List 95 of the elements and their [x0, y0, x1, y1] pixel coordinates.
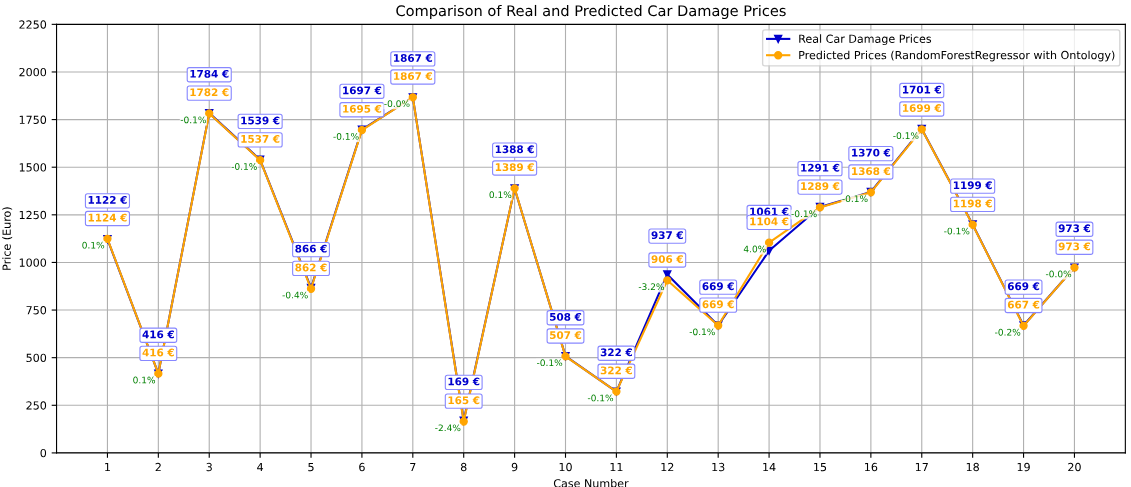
- data-label: 1867 €: [394, 72, 433, 80]
- data-label: 1782 €: [190, 88, 229, 97]
- data-label: 1104 €: [750, 217, 789, 226]
- annotation: -0.1%: [944, 227, 970, 235]
- annotation: -0.0%: [1045, 270, 1072, 278]
- data-label: 1389 €: [495, 163, 534, 172]
- data-label: 1697 €: [343, 86, 382, 95]
- x-tick-label: 20: [1068, 462, 1081, 472]
- x-tick-label: 15: [814, 462, 827, 472]
- data-label: 1198 €: [953, 199, 992, 208]
- y-tick-label: 1500: [19, 163, 47, 172]
- annotation: 4.0%: [743, 245, 766, 253]
- annotation: 0.1%: [82, 241, 105, 249]
- data-label: 866 €: [295, 244, 327, 253]
- x-tick-label: 4: [257, 462, 264, 472]
- data-label: 507 €: [550, 331, 582, 340]
- data-label: 937 €: [651, 231, 683, 240]
- annotation: -0.1%: [689, 328, 715, 336]
- x-tick-label: 3: [206, 462, 212, 472]
- data-label: 906 €: [651, 255, 683, 264]
- data-label: 1388 €: [495, 145, 534, 154]
- x-tick-label: 16: [865, 462, 878, 472]
- data-label: 973 €: [1058, 242, 1091, 251]
- legend-label: Real Car Damage Prices: [799, 34, 932, 46]
- data-label: 1061 €: [750, 207, 789, 216]
- x-tick-label: 1: [105, 462, 110, 472]
- annotation: -0.2%: [995, 328, 1021, 336]
- chart-title: Comparison of Real and Predicted Car Damage Prices: [396, 4, 786, 20]
- data-label: 1291 €: [801, 163, 840, 172]
- x-tick-label: 8: [460, 462, 467, 472]
- data-label: 1867 €: [394, 54, 433, 62]
- data-label: 669 €: [702, 282, 734, 291]
- data-label: 416 €: [142, 330, 174, 339]
- y-axis-title: Price (Euro): [2, 207, 13, 270]
- annotation: -0.1%: [231, 163, 257, 170]
- y-tick-label: 250: [26, 401, 47, 410]
- data-label: 1124 €: [88, 213, 127, 222]
- data-label: 322 €: [600, 348, 633, 357]
- annotation: -0.1%: [587, 394, 614, 402]
- x-tick-label: 11: [610, 462, 623, 472]
- annotation: 0.1%: [489, 191, 512, 199]
- x-tick-label: 13: [712, 462, 725, 472]
- y-tick-label: 500: [26, 353, 47, 363]
- data-label: 1537 €: [241, 134, 280, 143]
- y-tick-label: 2250: [19, 20, 47, 29]
- x-tick-label: 18: [966, 462, 979, 472]
- data-label: 669 €: [1007, 282, 1040, 291]
- x-tick-label: 2: [155, 462, 161, 472]
- annotation: -0.1%: [536, 359, 563, 367]
- data-label: 973 €: [1058, 224, 1091, 233]
- x-tick-label: 9: [511, 462, 518, 472]
- data-label: 1122 €: [88, 195, 127, 204]
- y-tick-label: 1250: [19, 210, 47, 220]
- x-tick-label: 5: [308, 462, 314, 472]
- data-label: 1695 €: [343, 104, 382, 113]
- data-label: 1289 €: [801, 182, 840, 191]
- data-label: 1701 €: [903, 85, 941, 94]
- y-tick-label: 1000: [19, 258, 47, 267]
- x-tick-label: 7: [410, 462, 416, 472]
- x-tick-label: 10: [559, 462, 572, 472]
- data-label: 508 €: [550, 312, 582, 321]
- data-label: 1368 €: [852, 167, 891, 176]
- annotation: -0.1%: [333, 133, 359, 140]
- data-label: 1370 €: [852, 148, 891, 157]
- x-tick-label: 6: [359, 462, 365, 472]
- x-axis-title: Case Number: [553, 478, 629, 487]
- annotation: -0.4%: [282, 291, 308, 299]
- y-tick-label: 2000: [19, 67, 47, 77]
- x-tick-label: 12: [661, 462, 674, 472]
- x-tick-label: 17: [915, 462, 928, 472]
- annotation: -2.4%: [435, 424, 461, 432]
- annotation: -0.1%: [180, 116, 206, 124]
- annotation: 0.1%: [133, 376, 156, 384]
- annotation: -0.0%: [384, 100, 410, 108]
- y-tick-label: 750: [26, 306, 47, 315]
- annotation: -0.1%: [791, 210, 817, 218]
- data-label: 1699 €: [903, 104, 941, 112]
- data-label: 669 €: [702, 300, 734, 309]
- annotation: -0.1%: [893, 132, 919, 140]
- data-label: 862 €: [295, 263, 327, 272]
- x-tick-label: 14: [763, 462, 776, 472]
- y-tick-label: 1750: [19, 115, 47, 124]
- y-tick-label: 0: [40, 448, 47, 458]
- data-label: 169 €: [448, 377, 480, 386]
- data-label: 667 €: [1007, 300, 1040, 309]
- data-label: 1199 €: [953, 181, 992, 190]
- annotation: -0.1%: [842, 195, 868, 203]
- legend-label: Predicted Prices (RandomForestRegressor with Ontology): [799, 50, 1115, 62]
- data-label: 416 €: [142, 348, 174, 357]
- data-label: 165 €: [448, 396, 480, 405]
- data-label: 1784 €: [190, 69, 229, 78]
- data-label: 322 €: [600, 366, 633, 375]
- x-tick-label: 19: [1017, 462, 1030, 472]
- annotation: -3.2%: [638, 283, 665, 291]
- data-label: 1539 €: [241, 116, 280, 125]
